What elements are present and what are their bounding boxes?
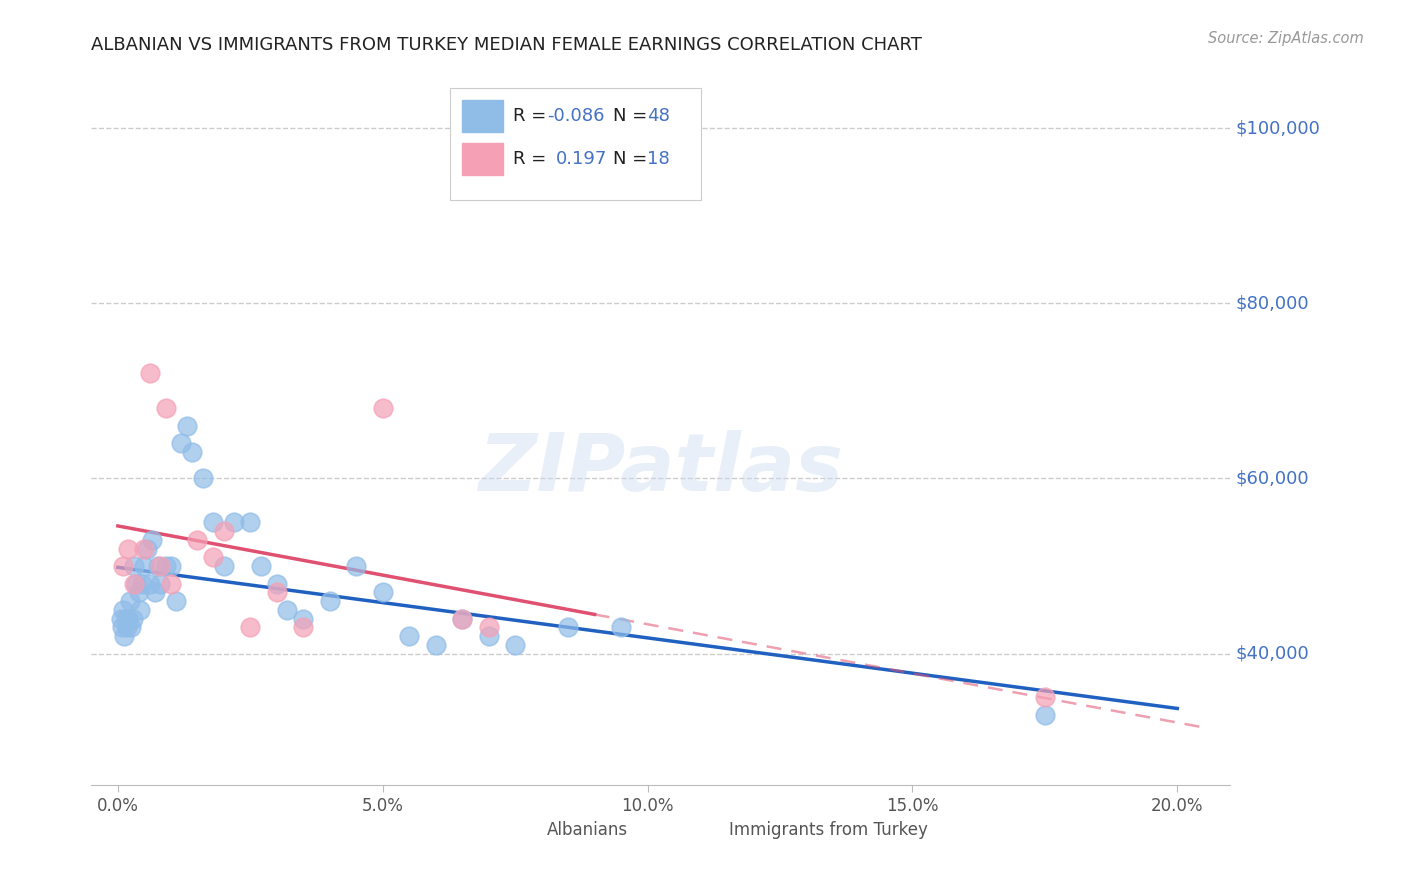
Point: [111, 620, 134, 634]
Point: [149, 559, 172, 574]
Point: [1033, 707, 1056, 722]
Point: [138, 367, 160, 381]
Point: [129, 603, 152, 617]
Text: -0.086: -0.086: [547, 107, 605, 125]
Point: [112, 603, 135, 617]
Point: [425, 638, 447, 652]
Point: [143, 585, 166, 599]
Point: [292, 620, 315, 634]
Point: [202, 550, 225, 565]
Point: [239, 515, 262, 529]
Text: N =: N =: [613, 150, 652, 168]
Point: [120, 620, 142, 634]
Point: [239, 620, 262, 634]
Point: [160, 576, 183, 591]
FancyBboxPatch shape: [505, 820, 541, 840]
Point: [110, 611, 132, 625]
Point: [266, 585, 288, 599]
Point: [125, 576, 148, 591]
Point: [557, 620, 579, 634]
Point: [122, 559, 145, 574]
Text: $80,000: $80,000: [1236, 294, 1309, 312]
Point: [117, 611, 139, 625]
Text: ZIPatlas: ZIPatlas: [478, 430, 844, 508]
Text: ALBANIAN VS IMMIGRANTS FROM TURKEY MEDIAN FEMALE EARNINGS CORRELATION CHART: ALBANIAN VS IMMIGRANTS FROM TURKEY MEDIA…: [91, 37, 922, 54]
Point: [176, 418, 198, 433]
Point: [112, 629, 135, 643]
Point: [344, 559, 367, 574]
FancyBboxPatch shape: [461, 143, 502, 175]
Point: [1033, 690, 1056, 705]
Point: [191, 471, 214, 485]
Point: [212, 524, 235, 538]
Text: Immigrants from Turkey: Immigrants from Turkey: [730, 822, 928, 839]
Text: $40,000: $40,000: [1236, 645, 1310, 663]
Point: [186, 533, 208, 547]
Point: [121, 611, 143, 625]
Text: N =: N =: [613, 107, 652, 125]
FancyBboxPatch shape: [461, 100, 502, 131]
Point: [141, 533, 163, 547]
Point: [398, 629, 420, 643]
Point: [371, 585, 394, 599]
Point: [114, 611, 136, 625]
Text: R =: R =: [513, 150, 551, 168]
Point: [134, 559, 156, 574]
Point: [202, 515, 225, 529]
Point: [131, 576, 153, 591]
Text: 0.197: 0.197: [555, 150, 607, 168]
Text: $100,000: $100,000: [1236, 120, 1320, 137]
Text: R =: R =: [513, 107, 551, 125]
Point: [117, 541, 139, 556]
Point: [503, 638, 526, 652]
Point: [371, 401, 394, 416]
Text: 18: 18: [647, 150, 669, 168]
Point: [292, 611, 315, 625]
Point: [149, 576, 172, 591]
Point: [478, 620, 501, 634]
Point: [128, 585, 150, 599]
Point: [122, 576, 145, 591]
Point: [155, 401, 177, 416]
Point: [117, 620, 139, 634]
Point: [451, 611, 474, 625]
Text: Source: ZipAtlas.com: Source: ZipAtlas.com: [1208, 31, 1364, 46]
Point: [224, 515, 246, 529]
Point: [136, 541, 159, 556]
Point: [146, 559, 169, 574]
Point: [155, 559, 177, 574]
Point: [451, 611, 474, 625]
Point: [181, 445, 204, 459]
Text: 48: 48: [647, 107, 671, 125]
Point: [610, 620, 633, 634]
Point: [160, 559, 183, 574]
FancyBboxPatch shape: [450, 88, 700, 200]
Point: [165, 594, 187, 608]
Point: [112, 559, 135, 574]
Point: [138, 576, 160, 591]
Point: [250, 559, 273, 574]
Point: [118, 594, 141, 608]
Point: [134, 541, 156, 556]
Point: [276, 603, 298, 617]
Text: $60,000: $60,000: [1236, 469, 1309, 487]
Point: [266, 576, 288, 591]
Point: [319, 594, 342, 608]
Point: [478, 629, 501, 643]
Point: [170, 436, 193, 450]
Point: [212, 559, 235, 574]
Text: Albanians: Albanians: [547, 822, 628, 839]
FancyBboxPatch shape: [688, 820, 724, 840]
